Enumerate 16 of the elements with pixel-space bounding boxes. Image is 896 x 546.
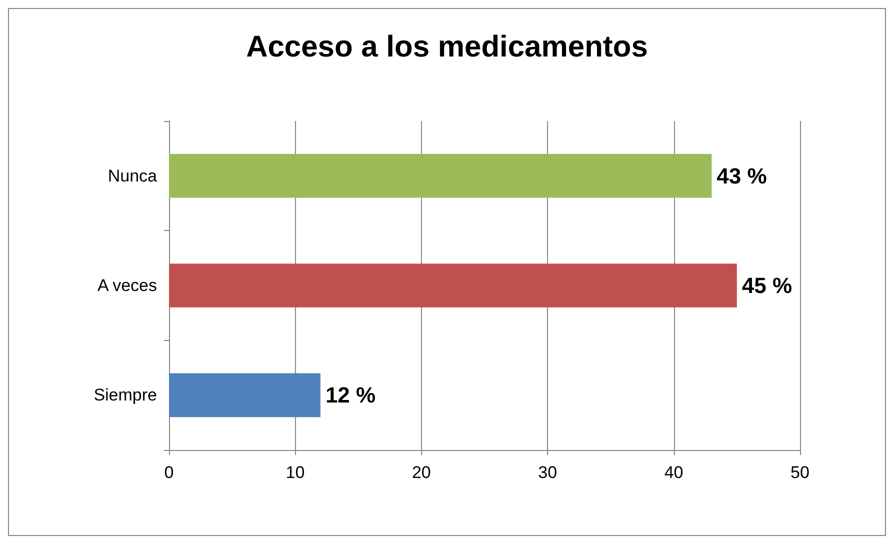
- x-tick-label: 10: [286, 463, 305, 482]
- bar: [169, 264, 737, 308]
- x-tick-label: 40: [664, 463, 684, 482]
- bar: [169, 373, 320, 418]
- x-tick-label: 20: [412, 463, 431, 482]
- data-label: 43 %: [716, 163, 767, 188]
- x-tick-label: 0: [164, 463, 174, 482]
- y-tick-label: A veces: [97, 276, 157, 295]
- y-tick-label: Siempre: [94, 386, 157, 405]
- chart-title: Acceso a los medicamentos: [246, 30, 648, 64]
- data-label: 12 %: [325, 382, 376, 408]
- data-label: 45 %: [742, 273, 792, 298]
- bar: [169, 154, 712, 198]
- x-tick-label: 50: [790, 463, 810, 482]
- y-tick-label: Nunca: [108, 166, 158, 186]
- x-tick-label: 30: [538, 463, 558, 482]
